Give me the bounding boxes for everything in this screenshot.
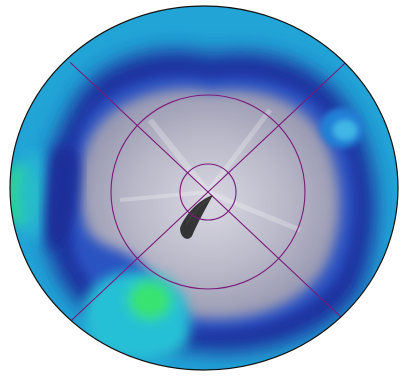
- heatmap-disc: [10, 6, 398, 370]
- grid-ring-1: [179, 163, 237, 221]
- grid-spoke-3: [69, 191, 209, 323]
- left-hot-spot: [10, 150, 50, 240]
- polar-grid-spokes: [69, 61, 347, 323]
- grid-spoke-2: [69, 61, 209, 193]
- disc-border: [9, 5, 399, 371]
- grid-spoke-4: [207, 191, 347, 323]
- left-dark-streak: [45, 145, 80, 251]
- radial-streaks: [119, 108, 301, 233]
- upper-right-spot: [320, 108, 364, 148]
- gray-center-region: [79, 88, 340, 319]
- polar-grid-rings: [110, 94, 306, 290]
- center-spike: [180, 195, 213, 239]
- grid-ring-2: [110, 94, 306, 290]
- grid-spoke-1: [207, 61, 347, 193]
- bottom-green-blob: [82, 271, 191, 360]
